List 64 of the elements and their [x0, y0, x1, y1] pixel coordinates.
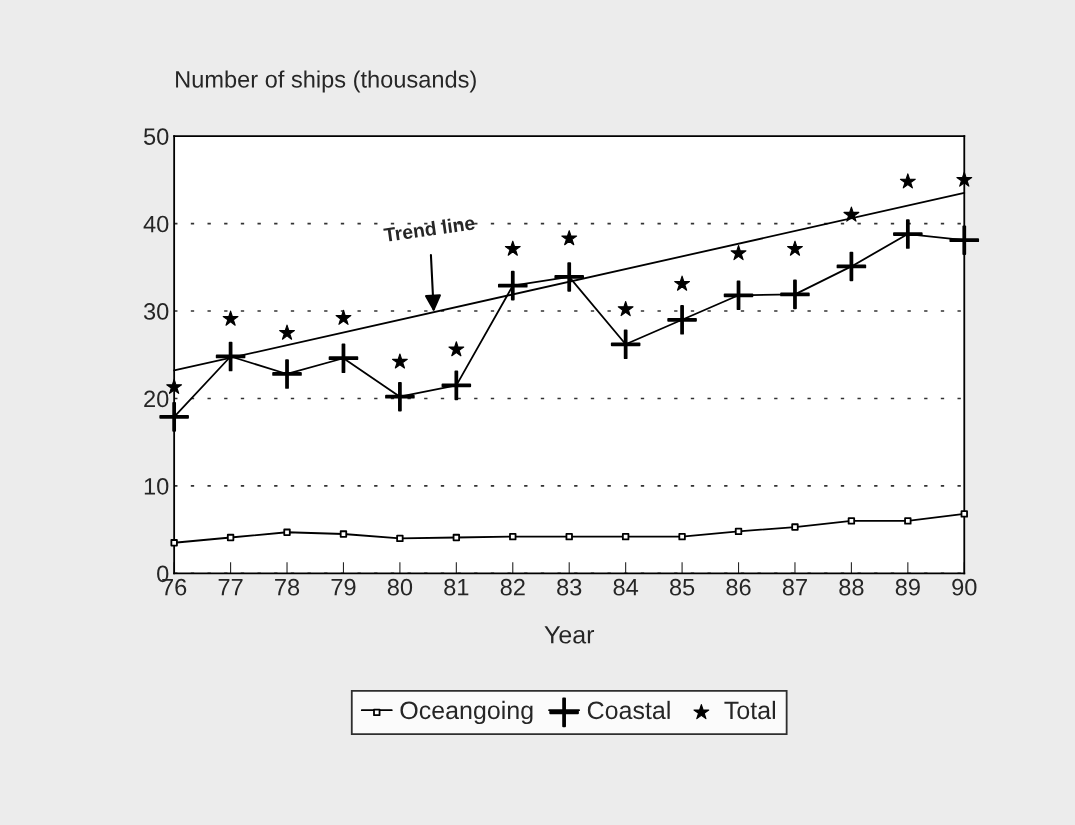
- point: [674, 275, 691, 291]
- point: [621, 532, 630, 541]
- y-tick-label: 30: [143, 303, 169, 320]
- point: [554, 262, 585, 292]
- point: [448, 341, 465, 357]
- y-tick-label: 40: [143, 215, 169, 233]
- point: [730, 244, 747, 261]
- point: [565, 532, 573, 541]
- x-axis-title: Year: [544, 626, 595, 644]
- point: [667, 304, 697, 335]
- point: [497, 270, 528, 301]
- x-tick-label: 83: [557, 578, 582, 596]
- legend-label: Total: [724, 700, 775, 720]
- x-tick-label: 81: [444, 578, 469, 596]
- point: [678, 532, 686, 541]
- x-tick-label: 82: [500, 578, 525, 596]
- y-tick-label: 20: [144, 390, 169, 408]
- x-tick-label: 89: [895, 578, 920, 596]
- point: [893, 219, 923, 249]
- x-tick-label: 78: [275, 578, 300, 596]
- point: [780, 279, 810, 310]
- legend-label: Oceangoing: [400, 700, 533, 725]
- point: [170, 539, 178, 547]
- point: [734, 527, 743, 536]
- point: [561, 230, 578, 246]
- point: [787, 240, 803, 256]
- point: [279, 324, 295, 340]
- point: [283, 528, 291, 536]
- point: [335, 309, 352, 325]
- point: [949, 225, 980, 255]
- point: [509, 532, 517, 541]
- point: [723, 280, 754, 311]
- y-axis-title: Number of ships (thousands): [176, 70, 476, 93]
- point: [610, 329, 641, 360]
- x-tick-label: 86: [726, 578, 751, 596]
- x-tick-label: 80: [387, 578, 413, 596]
- point: [396, 534, 404, 543]
- x-tick-label: 90: [952, 578, 977, 596]
- point: [226, 533, 235, 542]
- point: [272, 359, 302, 389]
- x-tick-label: 84: [613, 578, 639, 596]
- point: [441, 370, 472, 401]
- point: [504, 240, 521, 256]
- x-tick-label: 77: [218, 579, 243, 596]
- point: [452, 533, 461, 542]
- point: [847, 517, 856, 525]
- point: [791, 523, 799, 531]
- point: [339, 530, 348, 538]
- point: [904, 517, 912, 525]
- x-tick-label: 79: [331, 578, 356, 596]
- point: [899, 173, 916, 189]
- point: [385, 381, 415, 412]
- y-tick-label: 10: [144, 477, 169, 495]
- x-tick-label: 87: [782, 578, 807, 596]
- annotation: Trend line: [383, 215, 476, 243]
- x-tick-label: 88: [839, 578, 864, 596]
- point: [222, 310, 239, 326]
- y-tick-label: 50: [143, 128, 169, 145]
- point: [328, 343, 359, 374]
- x-tick-label: 85: [669, 578, 695, 596]
- point: [960, 510, 968, 518]
- point: [391, 353, 408, 369]
- point: [617, 300, 634, 317]
- legend-label: Coastal: [587, 700, 670, 720]
